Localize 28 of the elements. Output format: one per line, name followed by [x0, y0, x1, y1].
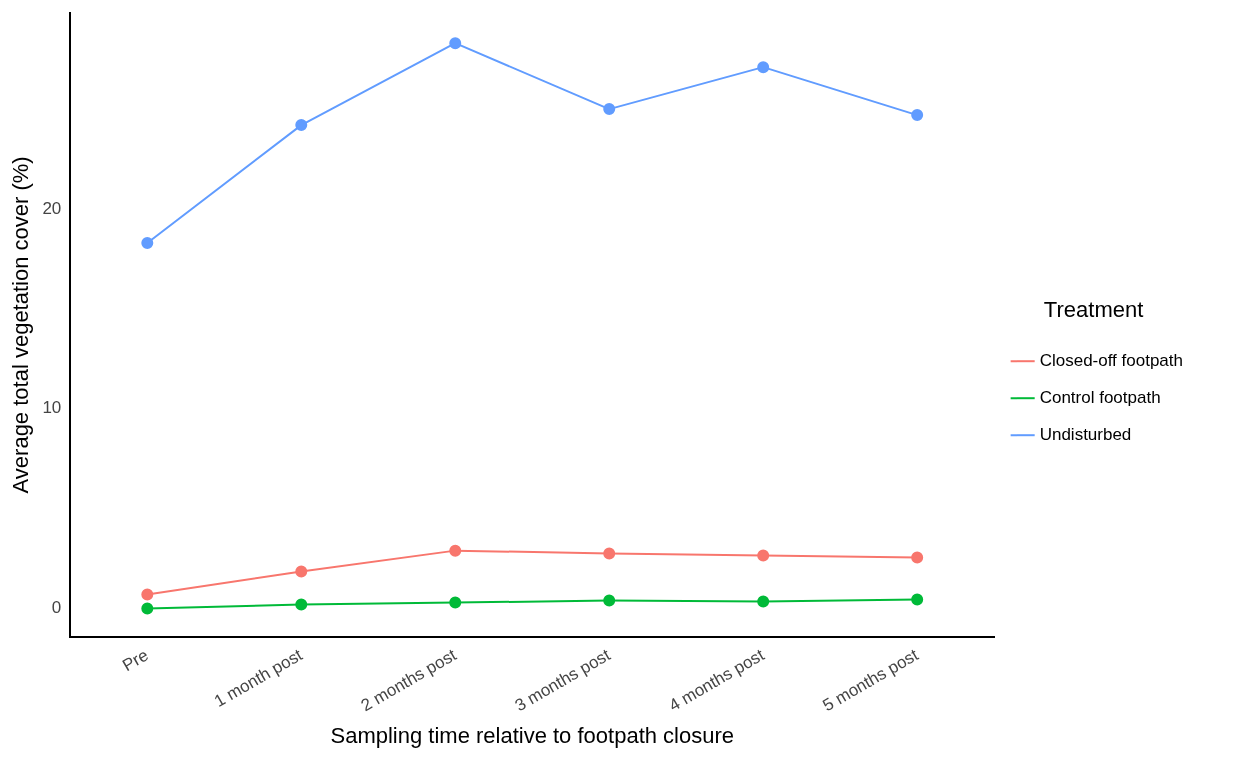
point	[911, 593, 924, 606]
point	[911, 551, 924, 564]
point	[757, 549, 770, 562]
y-tick-label: 10	[42, 398, 62, 418]
y-tick-label: 20	[42, 198, 62, 218]
legend-label: Control footpath	[1039, 387, 1161, 407]
y-axis-title: Average total vegetation cover (%)	[8, 156, 34, 494]
point	[295, 565, 308, 578]
point	[295, 598, 308, 611]
x-axis-title: Sampling time relative to footpath closure	[330, 722, 735, 748]
point	[449, 596, 462, 609]
point	[449, 37, 462, 50]
x-tick-label: Pre	[119, 645, 152, 676]
point	[141, 602, 154, 615]
legend-title: Treatment	[1043, 297, 1144, 323]
point	[295, 119, 308, 132]
y-tick-label: 0	[51, 598, 62, 618]
point	[757, 61, 770, 74]
point	[449, 544, 462, 557]
point	[141, 588, 154, 601]
point	[603, 547, 616, 560]
point	[911, 109, 924, 122]
legend-label: Closed-off footpath	[1039, 350, 1184, 370]
legend-label: Undisturbed	[1039, 424, 1132, 444]
point	[757, 595, 770, 608]
point	[603, 594, 616, 607]
point	[603, 103, 616, 116]
point	[141, 236, 154, 249]
